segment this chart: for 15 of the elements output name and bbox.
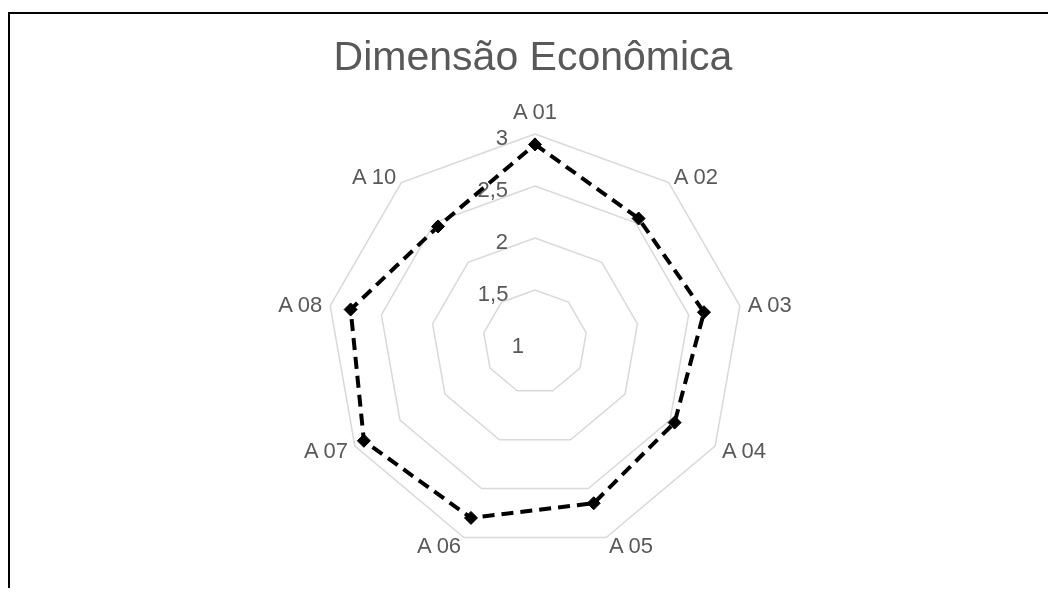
y-tick-label: 2 (495, 228, 508, 254)
spoke-label: A 03 (747, 292, 792, 318)
spoke-label: A 02 (673, 164, 718, 190)
spoke-label: A 01 (512, 98, 558, 124)
spoke-label: A 05 (608, 532, 653, 558)
y-tick-label: 1 (511, 332, 524, 358)
spoke-label: A 08 (278, 292, 323, 318)
y-tick-label: 1,5 (477, 280, 509, 306)
y-tick-label: 3 (495, 124, 508, 150)
spoke-label: A 07 (303, 437, 348, 463)
spoke-label: A 10 (352, 164, 397, 190)
y-tick-label: 2,5 (477, 176, 508, 202)
spoke-label: A 06 (417, 532, 462, 558)
chart-title: Dimensão Econômica (333, 33, 733, 79)
spoke-label: A 04 (722, 437, 767, 463)
